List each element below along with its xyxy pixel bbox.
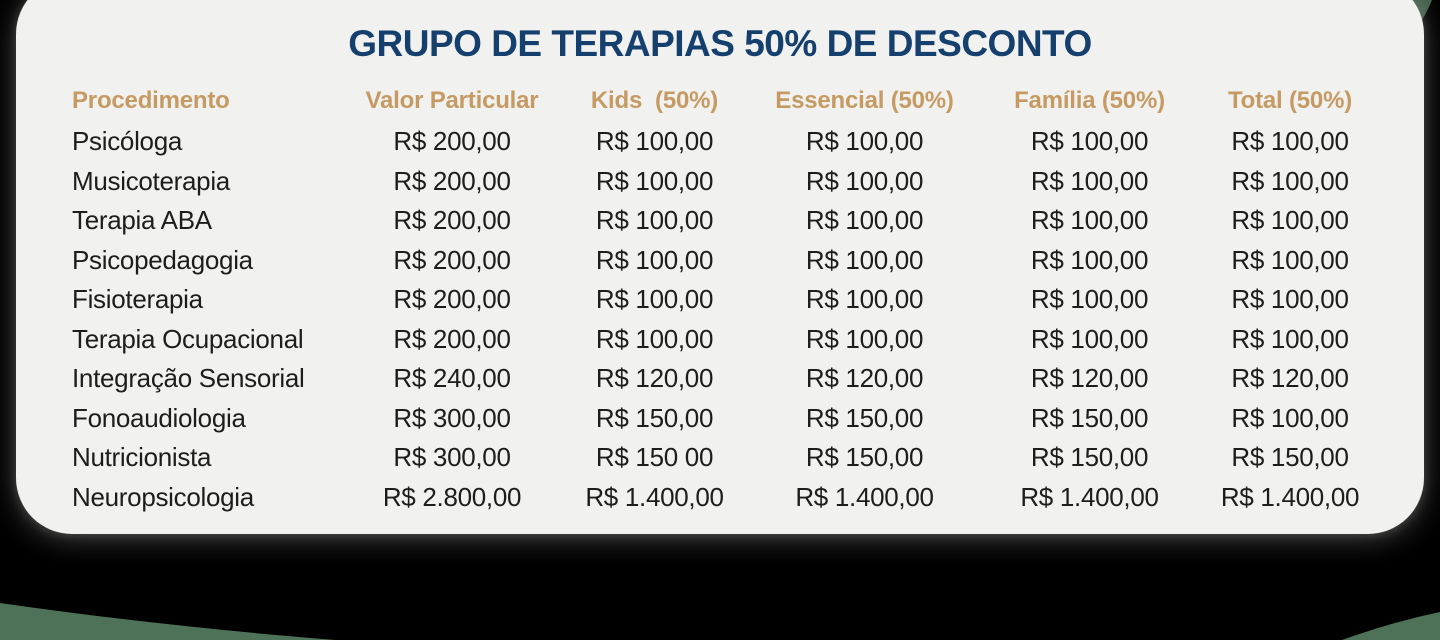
table-row: Fonoaudiologia R$ 300,00 R$ 150,00 R$ 15… xyxy=(72,399,1368,439)
cell-total: R$ 100,00 xyxy=(1231,402,1349,433)
cell-familia: R$ 100,00 xyxy=(1030,244,1149,275)
table-row: Terapia ABA R$ 200,00 R$ 100,00 R$ 100,0… xyxy=(72,201,1368,241)
cell-valor-particular: R$ 200,00 xyxy=(393,205,511,236)
cell-procedimento: Terapia Ocupacional xyxy=(72,323,304,354)
table-row: Psicóloga R$ 200,00 R$ 100,00 R$ 100,00 … xyxy=(72,122,1368,162)
table-row: Neuropsicologia R$ 2.800,00 R$ 1.400,00 … xyxy=(72,478,1368,518)
cell-kids: R$ 150,00 xyxy=(595,402,714,433)
cell-kids: R$ 100,00 xyxy=(595,323,714,354)
cell-valor-particular: R$ 240,00 xyxy=(393,363,511,394)
cell-kids: R$ 100,00 xyxy=(595,205,714,236)
cell-procedimento: Integração Sensorial xyxy=(72,363,305,394)
cell-procedimento: Neuropsicologia xyxy=(72,481,254,512)
cell-valor-particular: R$ 200,00 xyxy=(393,165,511,196)
column-header-total: Total (50%) xyxy=(1227,87,1353,114)
cell-familia: R$ 100,00 xyxy=(1030,323,1149,354)
cell-procedimento: Psicopedagogia xyxy=(72,244,253,275)
cell-total: R$ 100,00 xyxy=(1231,205,1349,236)
column-header-valor-particular: Valor Particular xyxy=(365,87,539,114)
column-header-kids: Kids (50%) xyxy=(590,87,719,114)
cell-essencial: R$ 100,00 xyxy=(805,165,924,196)
price-table: Procedimento Valor Particular Kids (50%)… xyxy=(72,80,1368,517)
cell-procedimento: Musicoterapia xyxy=(72,165,230,196)
page-title: GRUPO DE TERAPIAS 50% DE DESCONTO xyxy=(348,23,1092,64)
table-row: Fisioterapia R$ 200,00 R$ 100,00 R$ 100,… xyxy=(72,280,1368,320)
cell-total: R$ 150,00 xyxy=(1231,442,1349,473)
table-row: Nutricionista R$ 300,00 R$ 150 00 R$ 150… xyxy=(72,438,1368,478)
cell-valor-particular: R$ 200,00 xyxy=(393,244,511,275)
cell-familia: R$ 150,00 xyxy=(1030,442,1149,473)
cell-familia: R$ 100,00 xyxy=(1030,284,1149,315)
cell-familia: R$ 150,00 xyxy=(1030,402,1149,433)
cell-essencial: R$ 1.400,00 xyxy=(795,481,934,512)
green-sliver-bottom-right xyxy=(1342,612,1440,640)
cell-valor-particular: R$ 200,00 xyxy=(393,323,511,354)
cell-essencial: R$ 100,00 xyxy=(805,126,924,157)
cell-total: R$ 100,00 xyxy=(1231,284,1349,315)
table-row: Psicopedagogia R$ 200,00 R$ 100,00 R$ 10… xyxy=(72,241,1368,281)
cell-total: R$ 100,00 xyxy=(1231,165,1349,196)
column-header-procedimento: Procedimento xyxy=(72,87,230,114)
cell-procedimento: Psicóloga xyxy=(72,126,183,157)
cell-valor-particular: R$ 300,00 xyxy=(393,442,511,473)
cell-procedimento: Terapia ABA xyxy=(72,205,212,236)
cell-total: R$ 100,00 xyxy=(1231,323,1349,354)
cell-procedimento: Nutricionista xyxy=(72,442,212,473)
cell-essencial: R$ 100,00 xyxy=(805,284,924,315)
cell-kids: R$ 100,00 xyxy=(595,284,714,315)
cell-total: R$ 1.400,00 xyxy=(1220,481,1360,512)
cell-kids: R$ 120,00 xyxy=(595,363,714,394)
cell-kids: R$ 100,00 xyxy=(595,244,714,275)
table-row: Integração Sensorial R$ 240,00 R$ 120,00… xyxy=(72,359,1368,399)
price-card: GRUPO DE TERAPIAS 50% DE DESCONTO Proced… xyxy=(16,0,1424,534)
cell-total: R$ 100,00 xyxy=(1231,126,1349,157)
cell-procedimento: Fisioterapia xyxy=(72,284,203,315)
cell-valor-particular: R$ 2.800,00 xyxy=(382,481,522,512)
cell-total: R$ 120,00 xyxy=(1231,363,1349,394)
cell-essencial: R$ 100,00 xyxy=(805,323,924,354)
header-row: Procedimento Valor Particular Kids (50%)… xyxy=(72,80,1368,122)
table-row: Musicoterapia R$ 200,00 R$ 100,00 R$ 100… xyxy=(72,162,1368,202)
cell-essencial: R$ 100,00 xyxy=(805,205,924,236)
cell-kids: R$ 100,00 xyxy=(595,126,714,157)
cell-familia: R$ 100,00 xyxy=(1030,126,1149,157)
cell-valor-particular: R$ 300,00 xyxy=(393,402,511,433)
column-header-familia: Família (50%) xyxy=(1014,87,1165,114)
cell-valor-particular: R$ 200,00 xyxy=(393,126,511,157)
cell-total: R$ 100,00 xyxy=(1231,244,1349,275)
cell-procedimento: Fonoaudiologia xyxy=(72,402,246,433)
green-sliver-bottom-left xyxy=(0,603,335,640)
cell-kids: R$ 1.400,00 xyxy=(585,481,724,512)
cell-familia: R$ 1.400,00 xyxy=(1020,481,1159,512)
cell-kids: R$ 150 00 xyxy=(595,442,714,473)
cell-essencial: R$ 120,00 xyxy=(805,363,924,394)
cell-familia: R$ 100,00 xyxy=(1030,205,1149,236)
cell-valor-particular: R$ 200,00 xyxy=(393,284,511,315)
cell-kids: R$ 100,00 xyxy=(595,165,714,196)
cell-essencial: R$ 100,00 xyxy=(805,244,924,275)
cell-familia: R$ 120,00 xyxy=(1030,363,1149,394)
cell-essencial: R$ 150,00 xyxy=(805,402,924,433)
column-header-essencial: Essencial (50%) xyxy=(775,87,954,114)
table-row: Terapia Ocupacional R$ 200,00 R$ 100,00 … xyxy=(72,320,1368,360)
cell-familia: R$ 100,00 xyxy=(1030,165,1149,196)
cell-essencial: R$ 150,00 xyxy=(805,442,924,473)
